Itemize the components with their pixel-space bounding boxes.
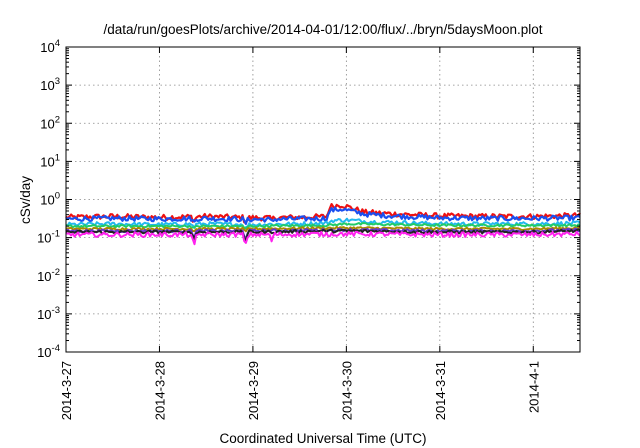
- x-axis-label: Coordinated Universal Time (UTC): [219, 431, 426, 446]
- series-line-4: [65, 222, 581, 230]
- y-tick-label: 10-1: [37, 229, 60, 246]
- y-tick-label: 101: [40, 152, 60, 169]
- y-tick-label: 103: [40, 76, 60, 93]
- chart-title: /data/run/goesPlots/archive/2014-04-01/1…: [103, 22, 542, 37]
- y-tick-label: 10-3: [37, 305, 60, 322]
- y-tick-label: 100: [40, 191, 60, 208]
- axis-ticks: [65, 46, 580, 353]
- y-tick-labels: 10-4 10-3 10-2 10-1 100 101 102 103 104: [37, 38, 60, 360]
- x-tick-label: 2014-3-28: [152, 361, 167, 420]
- x-tick-label: 2014-3-31: [433, 361, 448, 420]
- series-line-8: [65, 230, 581, 246]
- series-line-2: [65, 206, 581, 225]
- y-axis-label: cSv/day: [18, 176, 33, 224]
- x-tick-label: 2014-3-29: [246, 361, 261, 420]
- grid-lines: [66, 47, 580, 352]
- series-layer: [65, 203, 581, 246]
- x-tick-labels: 2014-3-27 2014-3-28 2014-3-29 2014-3-30 2014…: [59, 361, 541, 420]
- series-line-1: [65, 203, 581, 224]
- y-tick-label: 102: [40, 114, 60, 131]
- x-tick-label: 2014-3-30: [339, 361, 354, 420]
- y-tick-label: 10-2: [37, 267, 60, 284]
- x-tick-label: 2014-3-27: [59, 361, 74, 420]
- y-tick-label: 104: [40, 38, 60, 55]
- y-tick-label: 10-4: [37, 343, 60, 360]
- x-tick-label: 2014-4-1: [526, 361, 541, 413]
- series-line-5: [65, 225, 581, 233]
